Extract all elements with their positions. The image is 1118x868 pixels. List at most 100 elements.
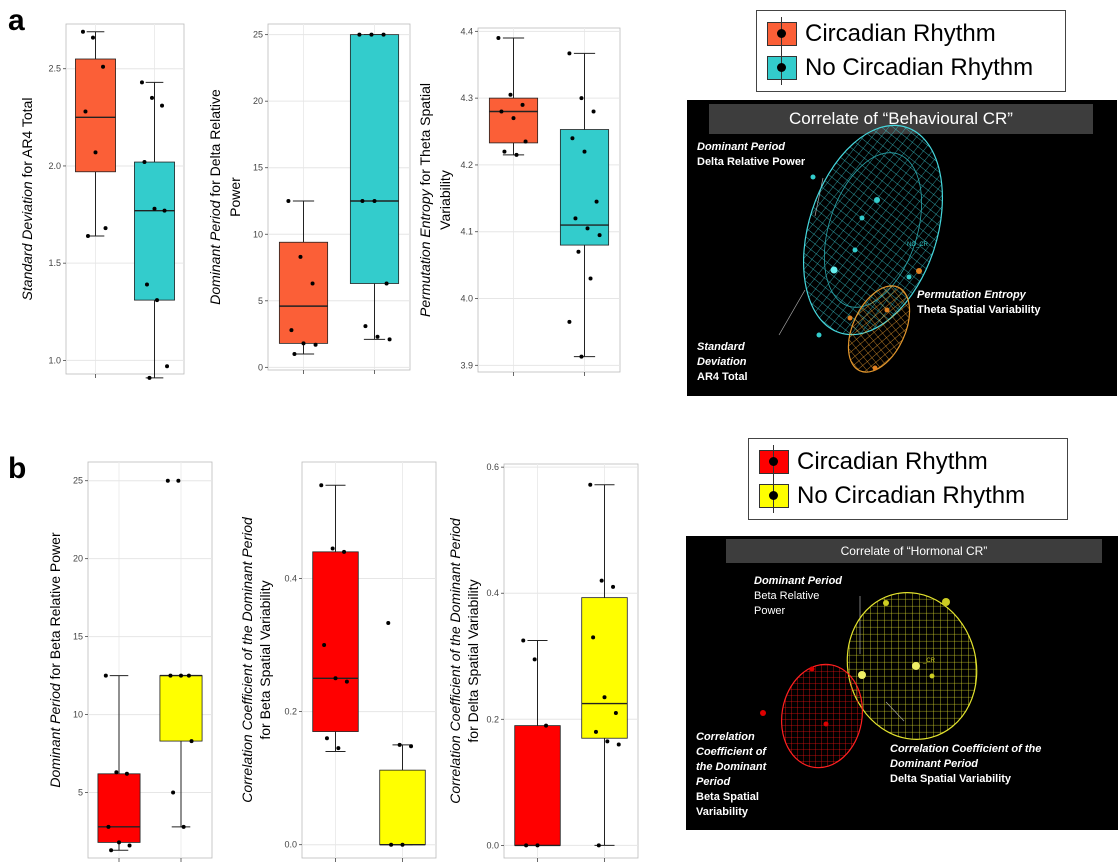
data-point: [597, 233, 602, 238]
data-point: [106, 824, 111, 829]
y-tick-label: 25: [253, 30, 263, 40]
data-point: [532, 657, 537, 662]
y-tick-label: 0.0: [284, 840, 297, 850]
legend-item: No Circadian Rhythm: [767, 51, 1055, 85]
boxplot-standard-deviation-ar4: 1.0 1.5 2.0 2.5 Standard Deviation for AR4 T…: [19, 23, 185, 380]
viz-label-text: Beta Spatial: [696, 791, 759, 803]
data-point: [576, 249, 581, 254]
data-point: [117, 840, 121, 845]
data-point: [324, 736, 329, 741]
data-point: [409, 744, 414, 749]
y-tick-label: 20: [73, 554, 83, 564]
data-point: [155, 298, 160, 303]
data-point: [521, 638, 526, 643]
panel-letter-a: a: [8, 4, 25, 37]
viz-label-italic: Correlation Coefficient of the: [890, 743, 1042, 755]
data-point: [147, 375, 152, 380]
data-point: [585, 226, 590, 231]
y-tick-label: 3.9: [460, 360, 473, 370]
y-axis-title: Correlation Coefficient of the Dominant …: [239, 516, 255, 803]
data-point: [588, 482, 593, 487]
boxplot-dominant-period-delta: 0 5 10 15 20 25 Dominant Period for Delta Rela…: [207, 23, 411, 374]
y-axis-title-text: for Theta Spatial: [417, 83, 433, 189]
data-point: [384, 281, 389, 286]
y-axis-title-line2: for Delta Spatial Variability: [465, 579, 481, 742]
data-point: [330, 546, 335, 551]
data-point: [90, 35, 95, 40]
data-point: [602, 695, 607, 700]
y-tick-label: 10: [73, 710, 83, 720]
y-axis-title-text: for Delta Relative: [207, 89, 223, 200]
data-point: [139, 80, 144, 85]
data-point: [579, 354, 584, 359]
data-point: [168, 673, 173, 678]
data-point: [496, 36, 501, 41]
data-point: [582, 149, 587, 154]
y-axis-title-text: for AR4 Total: [19, 98, 35, 182]
data-point: [591, 635, 596, 640]
data-point: [593, 729, 598, 734]
data-point: [103, 673, 108, 678]
y-axis-title-text: for Beta Relative Power: [47, 532, 63, 683]
data-point: [535, 843, 540, 848]
viz-tag: _CR: [922, 658, 936, 664]
box: [278, 241, 329, 344]
boxplot-dominant-period-beta: 5 10 15 20 25 Dominant Period for Beta Relati…: [47, 461, 213, 862]
data-point: [298, 254, 303, 259]
y-tick-label: 5: [258, 296, 263, 306]
legend-label: No Circadian Rhythm: [805, 54, 1034, 81]
y-tick-label: 0.0: [486, 840, 499, 850]
data-point: [142, 160, 147, 165]
viz-label-italic: Dominant Period: [697, 141, 786, 153]
y-tick-label: 4.3: [460, 93, 473, 103]
viz-label-standard-deviation: Standard Deviation AR4 Total: [697, 340, 748, 385]
viz-label-text: Theta Spatial Variability: [917, 304, 1041, 316]
viz-label-dominant-period: Dominant Period Beta Relative Power: [754, 574, 842, 619]
data-point: [289, 328, 294, 333]
data-point: [176, 478, 181, 483]
data-point: [573, 216, 578, 221]
box: [581, 597, 628, 739]
y-tick-label: 0.2: [284, 707, 297, 717]
legend-swatch-icon: [767, 51, 797, 85]
y-tick-label: 4.2: [460, 160, 473, 170]
data-point: [523, 139, 528, 144]
y-tick-label: 25: [73, 476, 83, 486]
viz-label-text: Delta Relative Power: [697, 156, 806, 168]
data-point: [524, 843, 529, 848]
data-point: [605, 739, 610, 744]
legend-item: No Circadian Rhythm: [759, 479, 1057, 513]
viz-label-italic: Dominant Period: [754, 575, 843, 587]
viz-label-italic: Correlation: [696, 731, 755, 743]
viz-hormonal-cr: Correlate of “Hormonal CR” _CR Dominant …: [686, 536, 1118, 830]
legend-swatch-icon: [759, 479, 789, 513]
data-point: [181, 824, 186, 829]
box: [134, 161, 175, 301]
data-point: [372, 198, 377, 203]
y-tick-label: 4.1: [460, 227, 473, 237]
viz-label-corr-coef-beta: Correlation Coefficient of the Dominant …: [696, 730, 766, 820]
data-point: [567, 51, 572, 56]
data-point: [514, 152, 519, 157]
data-point: [594, 199, 599, 204]
y-tick-label: 20: [253, 96, 263, 106]
y-axis-title-italic: Correlation Coefficient of the Dominant …: [447, 517, 463, 804]
data-point: [400, 842, 405, 847]
data-point: [588, 276, 593, 281]
data-point: [333, 676, 338, 681]
viz-label-text: Power: [754, 605, 786, 617]
y-axis-title-italic: Dominant Period: [47, 682, 63, 787]
data-point: [80, 29, 85, 34]
data-point: [375, 334, 380, 339]
y-tick-label: 2.5: [48, 64, 61, 74]
boxplot-corr-coef-delta-spatial: 0.0 0.2 0.4 0.6 Correlation Coefficient of t…: [447, 462, 639, 862]
data-point: [357, 32, 362, 37]
data-point: [109, 848, 114, 853]
data-point: [83, 109, 88, 114]
data-point: [171, 790, 176, 795]
legend-label: No Circadian Rhythm: [797, 482, 1026, 509]
data-point: [387, 337, 392, 342]
data-point: [124, 771, 129, 776]
y-tick-label: 1.5: [48, 258, 61, 268]
legend-label: Circadian Rhythm: [805, 20, 996, 47]
